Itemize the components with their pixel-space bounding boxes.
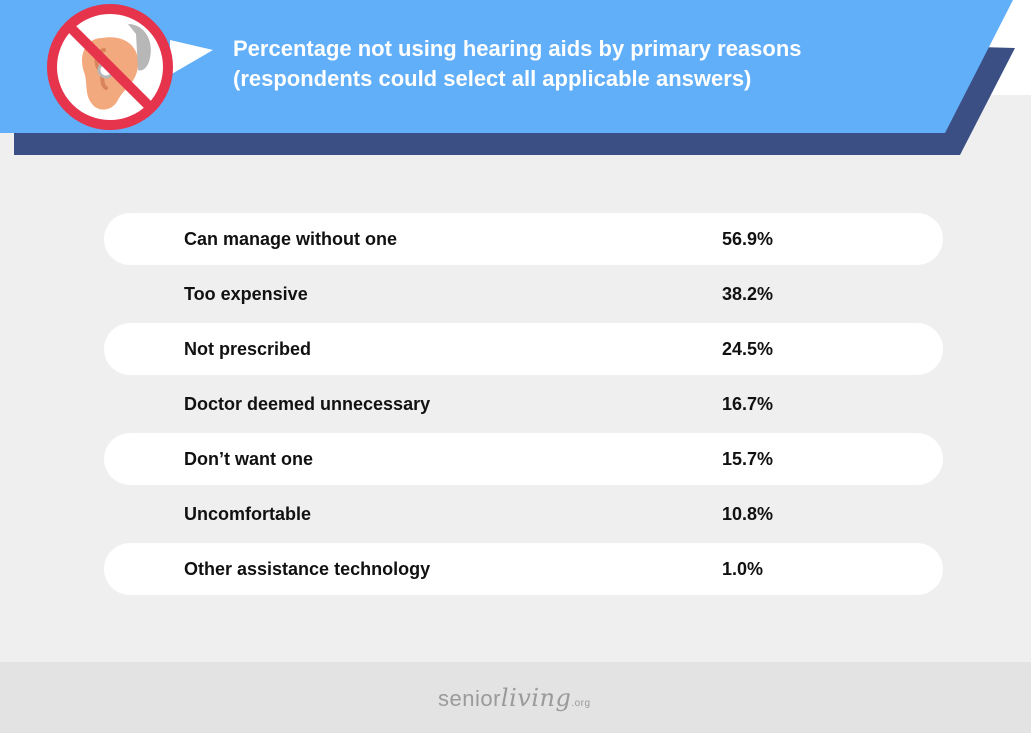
brand-script: living <box>500 684 572 712</box>
row-label: Uncomfortable <box>184 504 312 524</box>
row-value: 38.2% <box>722 284 774 304</box>
reasons-table: Can manage without one 56.9% Too expensi… <box>104 213 943 598</box>
brand-name: senior <box>438 686 501 711</box>
row-value: 1.0% <box>722 559 764 579</box>
row-value: 15.7% <box>722 449 774 469</box>
table-row: Not prescribed 24.5% <box>104 323 943 375</box>
speech-pointer <box>170 40 213 75</box>
chart-title-line-2: (respondents could select all applicable… <box>233 66 752 91</box>
banner-main <box>0 0 1013 133</box>
row-label: Can manage without one <box>184 229 398 249</box>
table-row: Don’t want one 15.7% <box>104 433 943 485</box>
title-banner: Percentage not using hearing aids by pri… <box>0 0 1031 160</box>
no-hearing-aid-icon <box>40 0 180 135</box>
row-label: Too expensive <box>184 284 308 304</box>
table-row: Can manage without one 56.9% <box>104 213 943 265</box>
chart-title: Percentage not using hearing aids by pri… <box>233 34 973 94</box>
table-row: Too expensive 38.2% <box>104 268 943 320</box>
brand-tld: .org <box>571 698 591 709</box>
chart-title-line-1: Percentage not using hearing aids by pri… <box>233 36 802 61</box>
table-row: Other assistance technology 1.0% <box>104 543 943 595</box>
row-label: Not prescribed <box>184 339 312 359</box>
footer: seniorliving.org <box>0 662 1031 733</box>
row-label: Doctor deemed unnecessary <box>184 394 431 414</box>
row-value: 10.8% <box>722 504 774 524</box>
table-row: Uncomfortable 10.8% <box>104 488 943 540</box>
table-row: Doctor deemed unnecessary 16.7% <box>104 378 943 430</box>
brand-logo: seniorliving.org <box>438 684 591 712</box>
row-value: 24.5% <box>722 339 774 359</box>
row-value: 56.9% <box>722 229 774 249</box>
row-value: 16.7% <box>722 394 774 414</box>
row-label: Other assistance technology <box>184 559 431 579</box>
row-label: Don’t want one <box>184 449 313 469</box>
banner-shapes <box>0 0 1015 155</box>
